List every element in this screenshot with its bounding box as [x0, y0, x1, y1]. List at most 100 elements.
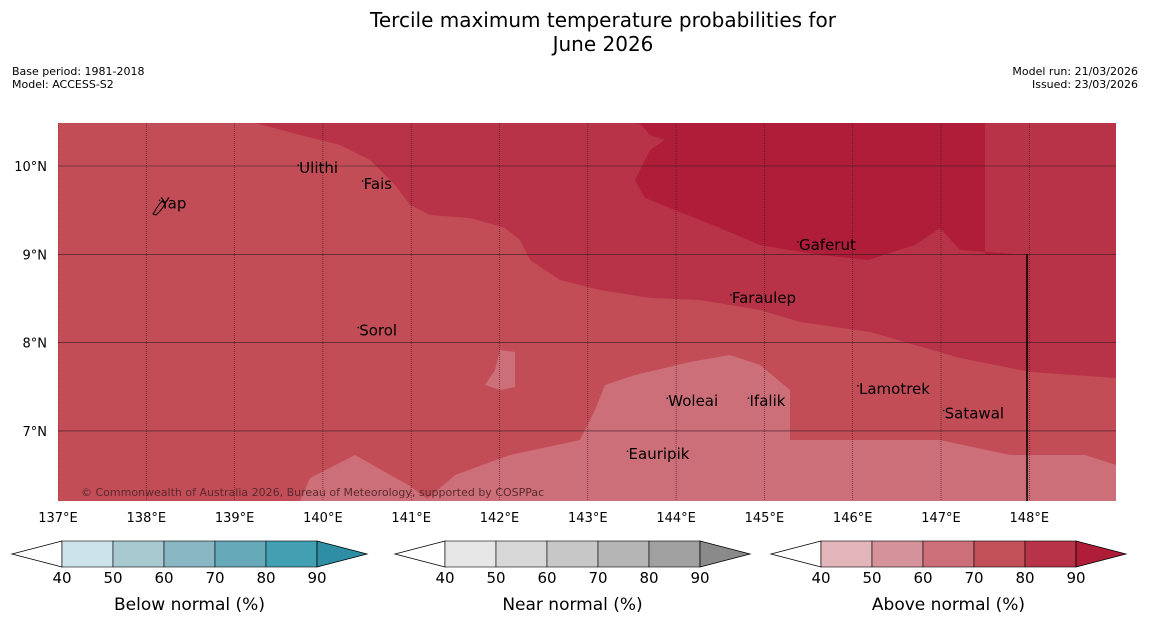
legend-swatch — [1024, 540, 1077, 568]
lon-tick-label: 144°E — [656, 511, 696, 526]
gridlines — [58, 123, 1116, 501]
legend-tick: 80 — [639, 569, 658, 587]
legend-tick: 80 — [256, 569, 275, 587]
legend-swatch — [10, 540, 63, 568]
legend-tick: 70 — [205, 569, 224, 587]
place-label: Satawal — [945, 405, 1004, 423]
lon-tick-label: 141°E — [391, 511, 431, 526]
lon-tick-label: 147°E — [921, 511, 961, 526]
legend-tick: 60 — [154, 569, 173, 587]
lon-tick-label: 137°E — [38, 511, 78, 526]
zone-60-70-patch — [485, 350, 515, 390]
legend-tick: 70 — [588, 569, 607, 587]
legend-swatch — [769, 540, 822, 568]
legend-tick: 50 — [862, 569, 881, 587]
lat-tick-label: 10°N — [14, 160, 47, 175]
place-marker — [357, 326, 360, 329]
yap-island — [152, 200, 166, 216]
map-area: Yap Ulithi Fais Gaferut Faraulep Sorol Lamotre… — [58, 123, 1116, 501]
legend-tick: 90 — [307, 569, 326, 587]
legend-swatch — [546, 540, 599, 568]
place-marker — [942, 409, 945, 412]
legend-tick: 60 — [537, 569, 556, 587]
legend-2: 40 50 60 70 80 90 Above normal (%) — [769, 540, 1128, 615]
lon-tick-label: 139°E — [215, 511, 255, 526]
lon-tick-label: 142°E — [480, 511, 520, 526]
legend-tick: 50 — [486, 569, 505, 587]
place-marker — [747, 397, 750, 399]
legend-title: Above normal (%) — [872, 595, 1025, 615]
legend-tick: 60 — [913, 569, 932, 587]
zone-above-90 — [635, 123, 1116, 260]
title-line-1: Tercile maximum temperature probabilitie… — [370, 8, 836, 32]
lon-tick-label: 145°E — [745, 511, 785, 526]
meta-right: Model run: 21/03/2026 Issued: 23/03/2026 — [1012, 65, 1138, 91]
legends: 40 50 60 70 80 90 Below normal (%) 40 50 60 70 80 90… — [10, 540, 1128, 615]
legend-swatch — [871, 540, 924, 568]
legend-tick: 40 — [435, 569, 454, 587]
lon-tick-label: 143°E — [568, 511, 608, 526]
meta-left: Base period: 1981-2018 Model: ACCESS-S2 — [12, 65, 144, 91]
place-marker — [666, 397, 669, 399]
legend-tick: 50 — [103, 569, 122, 587]
model-name: Model: ACCESS-S2 — [12, 78, 114, 91]
map-axes: 137°E 138°E 139°E 140°E 141°E 142°E 143°E 144°E… — [14, 160, 1049, 526]
legend-swatch — [648, 540, 701, 568]
place-label: Faraulep — [732, 289, 796, 307]
place-labels: Yap Ulithi Fais Gaferut Faraulep Sorol Lamotre… — [158, 159, 1004, 463]
issued-date: Issued: 23/03/2026 — [1031, 78, 1138, 91]
legend-swatch — [316, 540, 369, 568]
place-marker — [857, 385, 859, 387]
lat-tick-label: 9°N — [23, 248, 48, 263]
place-label: Yap — [160, 194, 187, 212]
place-label: Woleai — [668, 392, 718, 410]
legend-swatch — [699, 540, 752, 568]
legend-title: Below normal (%) — [114, 595, 265, 615]
legend-tick: 40 — [811, 569, 830, 587]
legend-tick: 70 — [964, 569, 983, 587]
place-marker — [361, 180, 364, 182]
lon-tick-label: 140°E — [303, 511, 343, 526]
legend-swatch — [444, 540, 497, 568]
legend-tick: 90 — [1066, 569, 1085, 587]
place-marker — [626, 450, 629, 452]
legend-tick: 80 — [1015, 569, 1034, 587]
lon-tick-label: 148°E — [1010, 511, 1050, 526]
place-marker — [297, 164, 299, 166]
place-label: Gaferut — [799, 236, 856, 254]
place-label: Eauripik — [629, 445, 690, 463]
place-label: Fais — [364, 175, 393, 193]
place-label: Ulithi — [299, 159, 338, 177]
legend-swatch — [61, 540, 114, 568]
legend-1: 40 50 60 70 80 90 Near normal (%) — [393, 540, 752, 615]
legend-swatch — [1075, 540, 1128, 568]
title-line-2: June 2026 — [552, 32, 654, 56]
place-label: Sorol — [359, 322, 397, 340]
lon-tick-label: 138°E — [127, 511, 167, 526]
place-label: Lamotrek — [859, 380, 930, 398]
place-marker — [158, 199, 161, 202]
legend-swatch — [820, 540, 873, 568]
legend-tick: 40 — [52, 569, 71, 587]
legend-swatch — [495, 540, 548, 568]
legend-swatch — [922, 540, 975, 568]
copyright-notice: © Commonwealth of Australia 2026, Bureau… — [81, 486, 544, 499]
map-title: Tercile maximum temperature probabilitie… — [0, 8, 1150, 56]
place-marker — [730, 294, 732, 296]
legend-swatch — [597, 540, 650, 568]
legend-swatch — [112, 540, 165, 568]
legend-swatch — [214, 540, 267, 568]
base-period: Base period: 1981-2018 — [12, 65, 145, 78]
lat-tick-label: 8°N — [23, 337, 48, 352]
place-marker — [797, 241, 799, 243]
model-run: Model run: 21/03/2026 — [1012, 65, 1138, 78]
legend-swatch — [163, 540, 216, 568]
lat-tick-label: 7°N — [23, 425, 48, 440]
zone-60-70-sw — [58, 455, 430, 501]
zone-above-90-notch — [637, 123, 675, 134]
place-label: Ifalik — [750, 392, 786, 410]
lon-tick-label: 146°E — [833, 511, 873, 526]
legend-swatch — [265, 540, 318, 568]
legend-tick: 90 — [690, 569, 709, 587]
